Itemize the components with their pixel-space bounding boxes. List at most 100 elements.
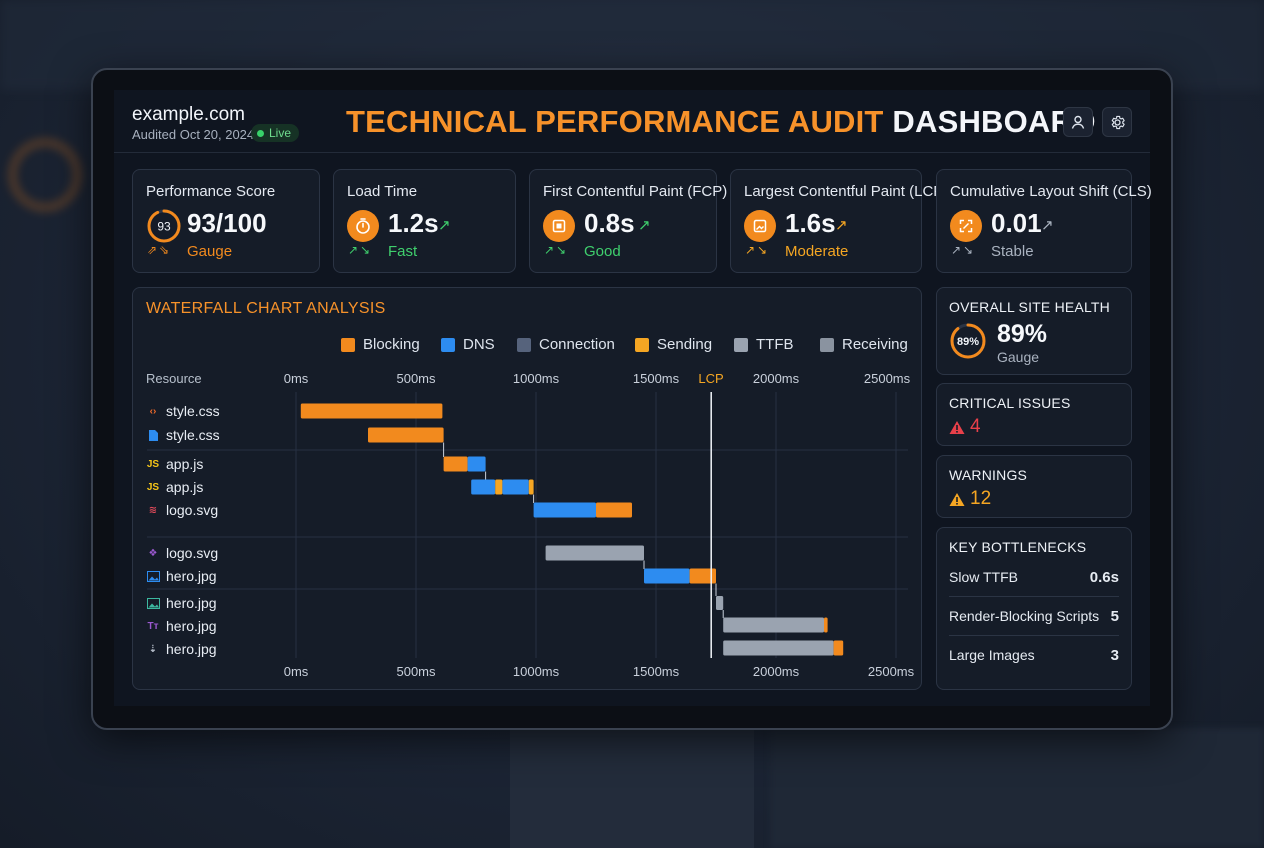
resource-row[interactable]: style.css (146, 427, 220, 443)
x-tick-bottom: 1000ms (512, 664, 560, 679)
legend-connection: Connection (517, 336, 615, 353)
x-tick-bottom: 1500ms (632, 664, 680, 679)
kpi-card-cls[interactable]: Cumulative Layout Shift (CLS) 0.01 ↗ ↗↘ … (936, 169, 1152, 273)
x-tick-bottom: 0ms (283, 664, 309, 679)
resource-name: logo.svg (166, 502, 219, 518)
resource-name: style.css (166, 403, 220, 419)
x-tick-top: 500ms (396, 371, 436, 386)
legend-swatch (441, 337, 455, 352)
bottleneck-item[interactable]: Slow TTFB 0.6s (949, 558, 1119, 596)
legend-label: Sending (657, 336, 713, 353)
bottleneck-item[interactable]: Render-Blocking Scripts 5 (949, 597, 1119, 635)
live-label: Live (269, 126, 292, 140)
stopwatch-icon (347, 210, 379, 242)
kpi-label: Performance Score (146, 183, 276, 200)
legend-label: Blocking (363, 336, 420, 353)
legend-label: DNS (463, 336, 495, 353)
kpi-label: Largest Contentful Paint (LCP) (744, 183, 949, 200)
kpi-status: Moderate (785, 243, 849, 260)
divider (949, 635, 1119, 636)
waterfall-bar-dns (533, 502, 596, 518)
site-name: example.com (132, 104, 245, 125)
x-tick-top: 0ms (283, 371, 309, 386)
critical-issues-card[interactable]: CRITICAL ISSUES 4 (936, 383, 1132, 446)
kpi-status: Gauge (187, 243, 233, 260)
bottleneck-label: Large Images (949, 647, 1035, 663)
legend-swatch (734, 337, 748, 352)
x-tick-top: 2500ms (863, 371, 911, 386)
kpi-value: 93/100 (187, 208, 267, 238)
resource-name: logo.svg (166, 545, 219, 561)
resource-name: style.css (166, 427, 220, 443)
x-tick-top: 2000ms (752, 371, 800, 386)
trend-up-icon: ↗ (638, 217, 651, 234)
x-tick-bottom: 500ms (396, 664, 436, 679)
kpi-value: 1.6s (785, 208, 836, 238)
legend-swatch (635, 337, 649, 352)
gear-icon (1111, 115, 1125, 129)
critical-title: CRITICAL ISSUES (949, 395, 1071, 411)
x-tick-bottom: 2000ms (752, 664, 800, 679)
warning-icon (949, 492, 965, 506)
legend-label: Receiving (842, 336, 908, 353)
waterfall-bar-blocking (443, 456, 468, 472)
critical-count: 4 (970, 416, 981, 437)
waterfall-bar-blocking (833, 640, 844, 656)
resource-name: hero.jpg (166, 568, 217, 584)
legend-label: TTFB (756, 336, 794, 353)
bottleneck-value: 3 (1110, 646, 1119, 664)
kpi-card-performance[interactable]: Performance Score 93 93/100 ⇗⇘ Gauge (132, 169, 320, 273)
divider (949, 596, 1119, 597)
image-icon (146, 569, 160, 583)
trend-up-icon: ↗ (835, 217, 848, 234)
bottleneck-value: 5 (1110, 607, 1119, 625)
waterfall-bar-sending (495, 479, 503, 495)
title-rest: DASHBOARD (892, 104, 1096, 139)
site-health-card[interactable]: OVERALL SITE HEALTH 89% 89% Gauge (936, 287, 1132, 375)
resource-row[interactable]: JS app.js (146, 456, 203, 472)
resource-row[interactable]: ⇣ hero.jpg (146, 641, 217, 657)
text-icon: Tт (147, 620, 159, 632)
live-badge: Live (251, 124, 300, 142)
warnings-card[interactable]: WARNINGS 12 (936, 455, 1132, 518)
site-health-title: OVERALL SITE HEALTH (949, 299, 1110, 315)
waterfall-bar-ttfb (723, 617, 824, 633)
monitor-stand (510, 728, 754, 848)
bottlenecks-card: KEY BOTTLENECKS Slow TTFB 0.6s Render-Blo… (936, 527, 1132, 690)
legend-sending: Sending (635, 336, 712, 353)
waterfall-bar-blocking (689, 568, 716, 584)
bottlenecks-title: KEY BOTTLENECKS (949, 539, 1087, 555)
bottleneck-label: Render-Blocking Scripts (949, 608, 1100, 624)
lcp-marker-label: LCP (698, 371, 724, 386)
health-gauge-icon: 89% (950, 323, 986, 359)
legend-blocking: Blocking (341, 336, 420, 353)
js-icon: JS (146, 458, 160, 470)
resource-row[interactable]: JS app.js (146, 479, 203, 495)
critical-count-row: 4 (949, 416, 981, 438)
resource-row[interactable]: ≋ logo.svg (146, 502, 218, 518)
kpi-label: First Contentful Paint (FCP) (543, 183, 728, 200)
resource-name: hero.jpg (166, 595, 217, 611)
resource-row[interactable]: hero.jpg (146, 595, 217, 611)
code-icon: ‹› (149, 405, 157, 417)
kpi-card-load-time[interactable]: Load Time 1.2s ↗ ↗↘ Fast (333, 169, 516, 273)
legend-ttfb: TTFB (734, 336, 794, 353)
health-value: 89% (997, 320, 1048, 348)
trend-arrows-icon: ↗↘ (951, 243, 976, 257)
legend-swatch (517, 337, 531, 352)
warnings-count: 12 (970, 488, 992, 509)
resource-row[interactable]: hero.jpg (146, 568, 217, 584)
kpi-card-fcp[interactable]: First Contentful Paint (FCP) 0.8s ↗ ↗↘ G… (529, 169, 727, 273)
kpi-card-lcp[interactable]: Largest Contentful Paint (LCP) 1.6s ↗ ↗↘… (730, 169, 948, 273)
resource-row[interactable]: ‹› style.css (146, 403, 220, 419)
bottleneck-item[interactable]: Large Images 3 (949, 636, 1119, 674)
resource-row[interactable]: ❖ logo.svg (146, 545, 219, 561)
trend-up-icon: ↗ (1041, 217, 1054, 234)
alert-icon (949, 420, 965, 434)
trend-arrows-icon: ↗↘ (348, 243, 373, 257)
resource-row[interactable]: Tт hero.jpg (146, 618, 216, 634)
user-button[interactable] (1063, 107, 1093, 137)
kpi-value: 0.8s (584, 208, 635, 238)
waterfall-title: WATERFALL CHART ANALYSIS (146, 300, 386, 317)
settings-button[interactable] (1102, 107, 1132, 137)
